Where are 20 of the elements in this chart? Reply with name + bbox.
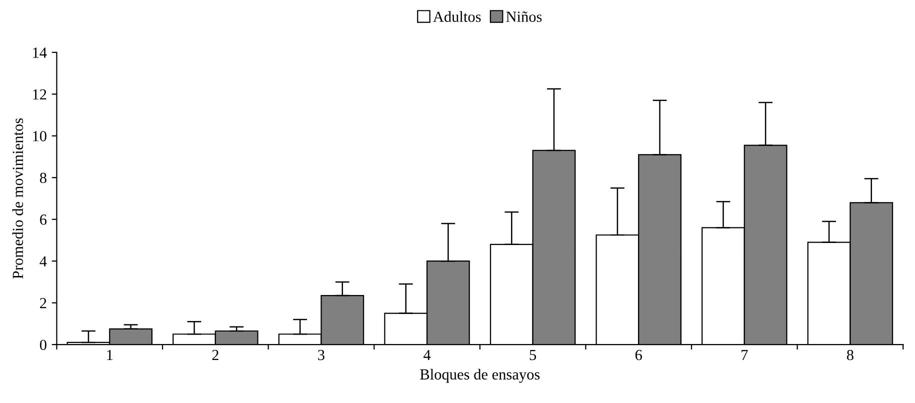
y-tick-label: 8 — [40, 172, 46, 184]
y-tick-label: 14 — [33, 48, 47, 58]
x-axis-title: Bloques de ensayos — [420, 368, 540, 383]
y-tick-label: 2 — [40, 298, 46, 308]
y-tick-label: 10 — [33, 131, 46, 142]
x-tick-label: 8 — [846, 350, 854, 360]
y-tick-label: 6 — [40, 214, 47, 225]
legend-label: Adultos — [433, 11, 481, 22]
x-tick-label: 1 — [107, 350, 113, 360]
x-tick-label: 4 — [424, 350, 431, 360]
x-tick-label: 3 — [318, 350, 324, 360]
x-tick-label: 7 — [742, 350, 748, 360]
y-tick-label: 4 — [40, 256, 47, 266]
x-tick-label: 6 — [635, 350, 642, 360]
y-tick-label: 0 — [40, 340, 46, 350]
y-axis-title: Promedio de movimientos — [12, 118, 24, 279]
x-tick-label: 2 — [212, 350, 218, 360]
y-tick-label: 12 — [33, 89, 46, 100]
x-tick-label: 5 — [530, 350, 536, 360]
legend-label: Niños — [506, 11, 542, 22]
